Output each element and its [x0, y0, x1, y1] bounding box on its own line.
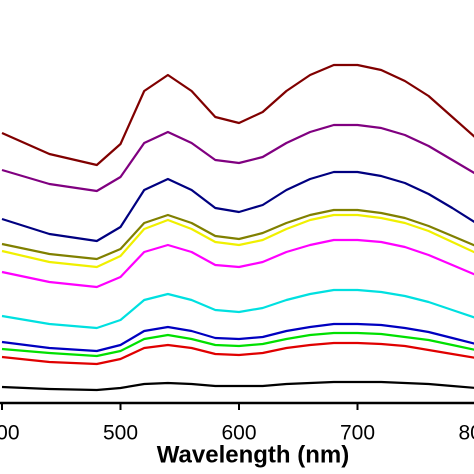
spectrum-line [1, 170, 474, 243]
x-tick-label: 700 [340, 422, 375, 445]
spectrum-line [1, 341, 474, 366]
spectrum-line [1, 208, 474, 261]
spectrum-line [1, 288, 474, 330]
x-tick-label: 500 [103, 422, 138, 445]
spectrum-line [1, 322, 474, 353]
x-axis-title: Wavelength (nm) [157, 441, 349, 468]
spectrum-line [1, 123, 474, 193]
spectrum-line [1, 331, 474, 358]
spectrum-line [1, 63, 474, 167]
spectrum-line [1, 380, 474, 392]
x-tick-label: 600 [221, 422, 256, 445]
spectrum-line [1, 238, 474, 289]
x-tick-label: 800 [458, 422, 474, 445]
x-tick-label: 400 [0, 422, 20, 445]
spectrum-line [1, 213, 474, 269]
